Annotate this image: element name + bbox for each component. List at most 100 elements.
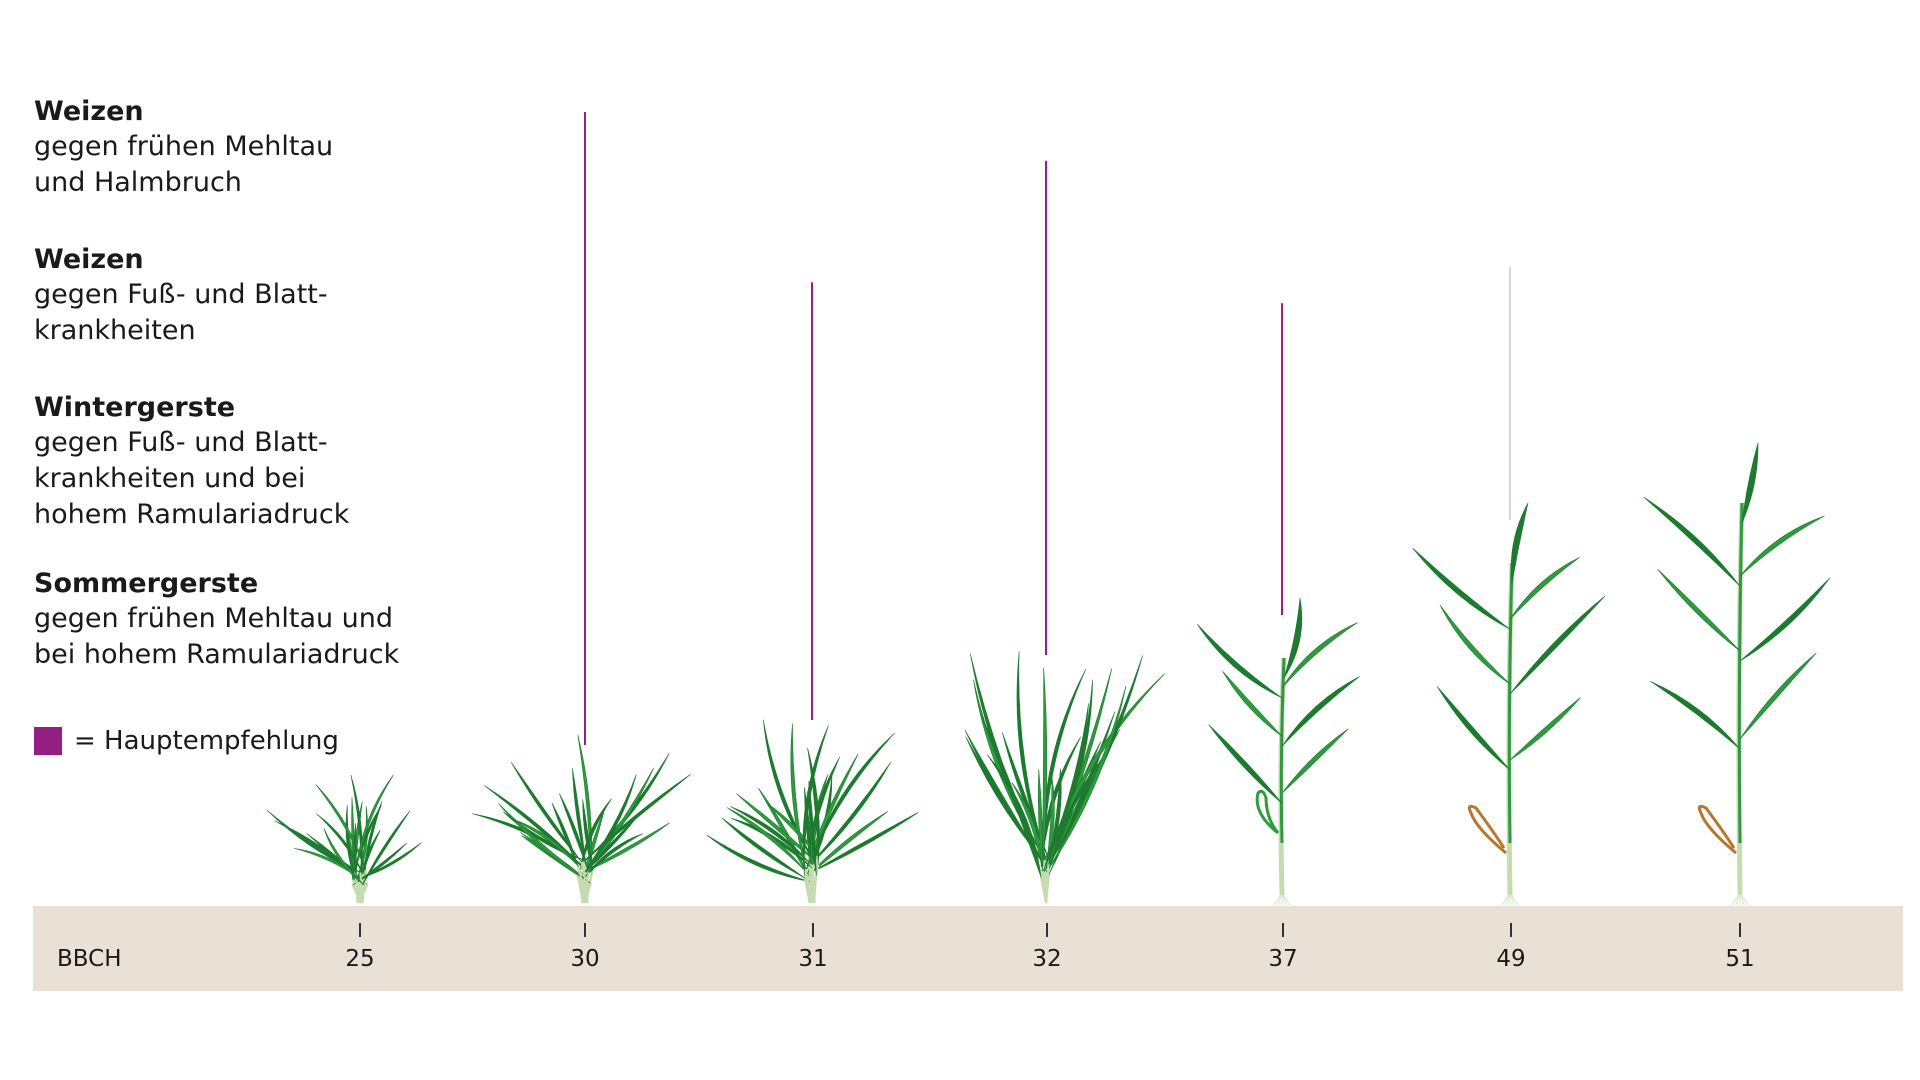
axis-tick [1282, 923, 1284, 937]
plant-leaf [730, 817, 813, 869]
plant-leaf [498, 803, 591, 884]
plant-leaf [1048, 768, 1062, 865]
plant-stem [804, 878, 811, 904]
plant-leaf [1650, 680, 1741, 750]
plant-leaf [808, 762, 891, 867]
plant-leaf [1042, 703, 1089, 872]
legend-crop-desc: hohem Ramulariadruck [34, 499, 350, 530]
plant-leaf [585, 752, 670, 861]
plant-stem [1045, 864, 1050, 904]
plant-leaf [1739, 577, 1830, 662]
plant-leaf [353, 823, 357, 879]
plant-leaf [1412, 547, 1511, 630]
axis-tick-label: 25 [345, 946, 375, 972]
plant-root [1281, 892, 1291, 906]
plant-leaf [1281, 622, 1358, 689]
plant-leaf [355, 774, 394, 873]
plant-leaf [1657, 569, 1741, 652]
bbch-axis: BBCH 25 30 31 32 37 49 51 [33, 906, 1903, 991]
plant-leaf [551, 802, 579, 867]
plant-leaf [1046, 685, 1127, 873]
axis-tick [1510, 923, 1512, 937]
plant-leaf [1011, 782, 1043, 868]
main-recommendation-swatch [34, 727, 62, 755]
axis-tick-label: 37 [1268, 946, 1298, 972]
plant-leaf [807, 811, 888, 876]
plant-leaf [736, 793, 818, 863]
plant-lower-leaf [1255, 789, 1280, 835]
plant-leaf [583, 833, 643, 879]
plant-stem [582, 861, 588, 904]
plant-stem [576, 874, 585, 904]
legend-crop-desc: krankheiten und bei [34, 463, 306, 494]
axis-tick [1046, 923, 1048, 937]
legend-group-weizen-blatt: Weizen gegen Fuß- und Blatt- krankheiten [34, 243, 474, 349]
legend-crop-desc: gegen Fuß- und Blatt- [34, 279, 328, 310]
plant-leaf [706, 834, 812, 883]
plant-stem [1279, 657, 1286, 844]
axis-tick [584, 923, 586, 937]
plant-leaf [1197, 623, 1283, 699]
axis-tick [359, 923, 361, 937]
plant-leaf [810, 732, 895, 860]
plant-leaf [266, 809, 356, 872]
plant-stem [355, 878, 359, 904]
plant-leaf [1016, 651, 1049, 866]
plant-stem [1507, 562, 1514, 844]
legend-crop-desc: gegen Fuß- und Blatt- [34, 427, 328, 458]
plant-leaf [360, 810, 411, 888]
plant-leaf [1042, 667, 1048, 872]
plant-root [1739, 892, 1749, 906]
plant-leaf [510, 761, 583, 863]
plant-stem [1737, 502, 1744, 844]
plant-leaf [579, 798, 612, 872]
plant-leaf [1281, 676, 1360, 747]
legend-crop-name: Weizen [34, 244, 144, 275]
axis-tick-label: 30 [570, 946, 600, 972]
plant-stem [359, 872, 364, 904]
plant-leaf [980, 713, 1042, 878]
main-recommendation-label: = Hauptempfehlung [74, 726, 339, 756]
plant-leaf [802, 725, 829, 874]
plant-leaf [559, 793, 590, 873]
axis-tick-label: 31 [798, 946, 828, 972]
plant-leaf [1739, 652, 1817, 740]
legend-group-sommergerste: Sommergerste gegen frühen Mehltau und be… [34, 567, 474, 673]
plant-dry-leaf [1697, 804, 1737, 855]
plant-flag-leaf [1741, 442, 1759, 524]
legend-crop-desc: krankheiten [34, 315, 196, 346]
plant-bbch-32 [964, 651, 1166, 904]
plant-bbch-30 [471, 734, 691, 904]
axis-tick-label: 49 [1496, 946, 1526, 972]
plant-stem [811, 875, 818, 904]
plant-bbch-49 [1412, 502, 1606, 906]
legend-crop-desc: gegen frühen Mehltau [34, 131, 334, 162]
plant-leaf [1509, 557, 1580, 620]
plant-leaf [807, 747, 820, 865]
plant-bbch-31 [706, 719, 919, 904]
plant-leaf [1208, 724, 1283, 804]
plant-leaf [352, 842, 407, 886]
plant-leaf [1281, 728, 1349, 794]
legend-crop-desc: und Halmbruch [34, 167, 242, 198]
plant-leaf [582, 774, 691, 862]
plant-leaf [1222, 671, 1283, 737]
plant-flag-leaf [1510, 502, 1529, 584]
plant-leaf [726, 807, 806, 872]
plant-leaf [294, 848, 362, 880]
plant-leaf [345, 805, 357, 884]
plant-leaf [721, 817, 806, 879]
plant-leaf [1439, 604, 1511, 685]
plant-leaf [790, 723, 807, 870]
legend-group-wintergerste: Wintergerste gegen Fuß- und Blatt- krank… [34, 391, 474, 533]
plant-leaf [730, 806, 812, 865]
legend-crop-name: Weizen [34, 96, 144, 127]
plant-leaf [323, 828, 365, 886]
legend-crop-desc: gegen frühen Mehltau und [34, 603, 394, 634]
plant-leaf [808, 780, 817, 876]
plant-leaf [572, 768, 586, 863]
axis-tick-label: 32 [1032, 946, 1062, 972]
plant-leaf [358, 842, 422, 879]
legend-group-weizen-mehltau: Weizen gegen frühen Mehltau und Halmbruc… [34, 95, 474, 201]
